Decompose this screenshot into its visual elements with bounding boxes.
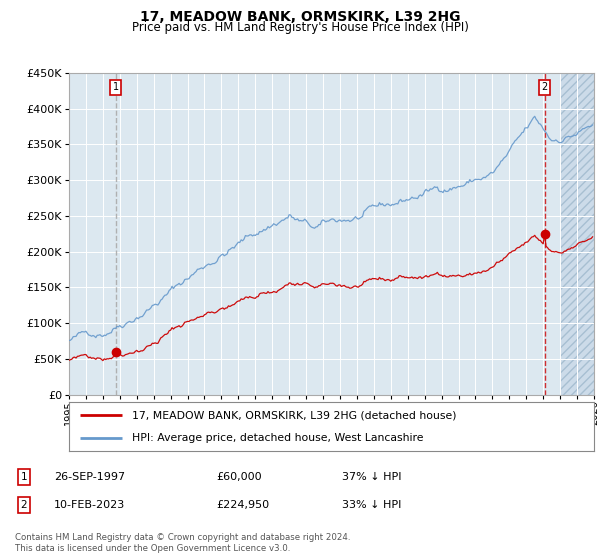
Text: Contains HM Land Registry data © Crown copyright and database right 2024.
This d: Contains HM Land Registry data © Crown c… <box>15 533 350 553</box>
Text: 1: 1 <box>113 82 119 92</box>
Text: 2: 2 <box>20 500 28 510</box>
Text: £60,000: £60,000 <box>216 472 262 482</box>
Text: Price paid vs. HM Land Registry's House Price Index (HPI): Price paid vs. HM Land Registry's House … <box>131 21 469 34</box>
Text: 37% ↓ HPI: 37% ↓ HPI <box>342 472 401 482</box>
Text: £224,950: £224,950 <box>216 500 269 510</box>
Text: HPI: Average price, detached house, West Lancashire: HPI: Average price, detached house, West… <box>132 433 424 444</box>
Text: 17, MEADOW BANK, ORMSKIRK, L39 2HG: 17, MEADOW BANK, ORMSKIRK, L39 2HG <box>140 10 460 24</box>
Text: 10-FEB-2023: 10-FEB-2023 <box>54 500 125 510</box>
Text: 33% ↓ HPI: 33% ↓ HPI <box>342 500 401 510</box>
Text: 2: 2 <box>541 82 548 92</box>
Text: 26-SEP-1997: 26-SEP-1997 <box>54 472 125 482</box>
Text: 17, MEADOW BANK, ORMSKIRK, L39 2HG (detached house): 17, MEADOW BANK, ORMSKIRK, L39 2HG (deta… <box>132 410 457 421</box>
Text: 1: 1 <box>20 472 28 482</box>
Bar <box>560 73 594 395</box>
